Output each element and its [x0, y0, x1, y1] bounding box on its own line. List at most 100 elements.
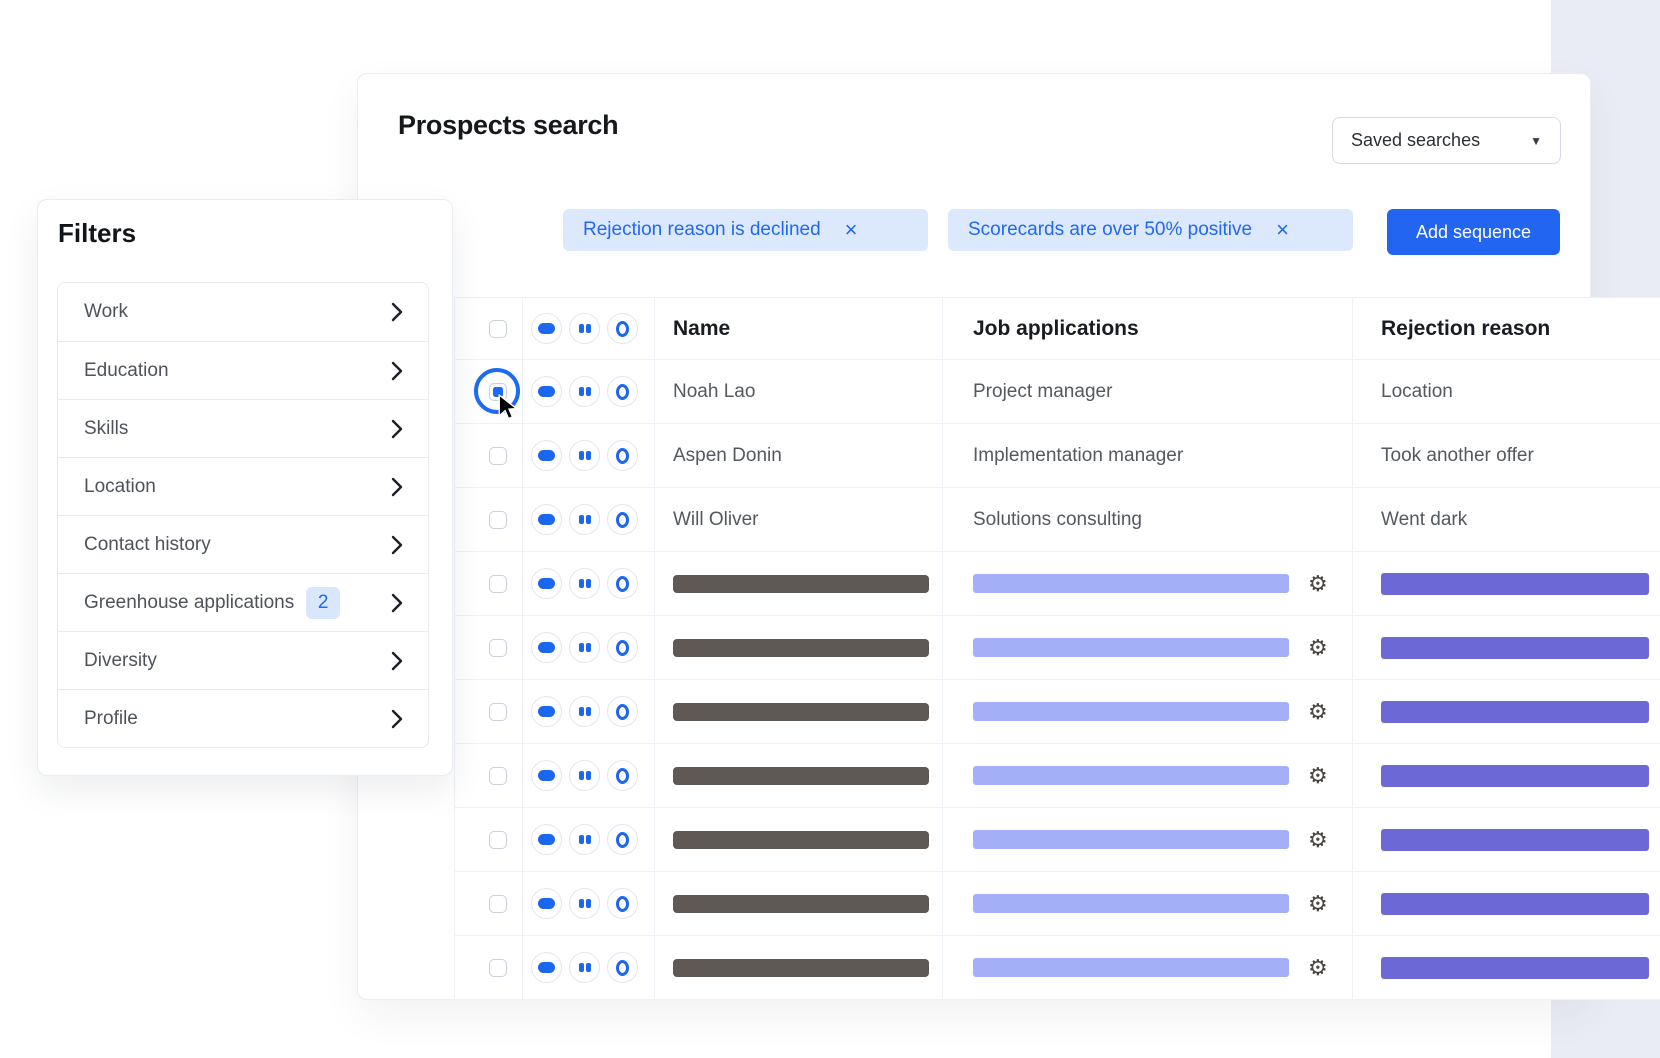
close-icon[interactable]: × — [844, 217, 858, 242]
ring-button[interactable] — [607, 504, 638, 535]
ring-icon — [616, 831, 629, 848]
filter-item-contact-history[interactable]: Contact history — [58, 515, 428, 573]
ring-button[interactable] — [607, 376, 638, 407]
name-placeholder-bar — [673, 702, 929, 721]
gear-icon[interactable]: ⚙ — [1308, 634, 1328, 660]
filter-item-location[interactable]: Location — [58, 457, 428, 515]
pill-button[interactable] — [531, 824, 562, 855]
row-checkbox[interactable] — [489, 638, 507, 657]
gear-icon[interactable]: ⚙ — [1308, 762, 1328, 788]
filter-item-label: Location — [84, 475, 156, 497]
table-row-skeleton[interactable]: ⚙ — [455, 872, 1660, 936]
filter-chip-rejection-reason[interactable]: Rejection reason is declined × — [563, 209, 928, 251]
row-checkbox[interactable] — [489, 446, 507, 465]
row-checkbox[interactable] — [489, 958, 507, 977]
filter-item-greenhouse-applications[interactable]: Greenhouse applications 2 — [58, 573, 428, 631]
filter-item-diversity[interactable]: Diversity — [58, 631, 428, 689]
column-header-job-applications[interactable]: Job applications — [973, 316, 1139, 340]
dots-button[interactable] — [569, 568, 600, 599]
pill-button[interactable] — [531, 632, 562, 663]
filter-item-education[interactable]: Education — [58, 341, 428, 399]
dots-button[interactable] — [569, 824, 600, 855]
pause-dots-icon — [578, 451, 591, 460]
chevron-right-icon — [390, 301, 404, 323]
pill-button[interactable] — [531, 760, 562, 791]
checkbox-cell — [455, 808, 523, 871]
dots-button[interactable] — [569, 440, 600, 471]
dots-button[interactable] — [569, 632, 600, 663]
pill-button[interactable] — [531, 888, 562, 919]
column-header-rejection-reason[interactable]: Rejection reason — [1381, 316, 1551, 340]
pill-button[interactable] — [531, 568, 562, 599]
gear-icon[interactable]: ⚙ — [1308, 890, 1328, 916]
dots-filter-button[interactable] — [569, 313, 600, 344]
gear-icon[interactable]: ⚙ — [1308, 698, 1328, 724]
table-row[interactable]: Noah Lao Project manager Location — [455, 360, 1660, 424]
gear-icon[interactable]: ⚙ — [1308, 570, 1328, 596]
pill-icon — [538, 834, 555, 845]
table-row-skeleton[interactable]: ⚙ — [455, 552, 1660, 616]
job-application: Implementation manager — [973, 444, 1184, 466]
dots-button[interactable] — [569, 504, 600, 535]
gear-icon[interactable]: ⚙ — [1308, 826, 1328, 852]
checkbox-cell — [455, 488, 523, 551]
rejection-placeholder-bar — [1381, 892, 1649, 915]
chevron-right-icon — [390, 708, 404, 730]
name-placeholder-bar — [673, 766, 929, 785]
pill-button[interactable] — [531, 504, 562, 535]
filter-item-work[interactable]: Work — [58, 283, 428, 341]
table-row-skeleton[interactable]: ⚙ — [455, 616, 1660, 680]
ring-button[interactable] — [607, 952, 638, 983]
icons-cell — [523, 488, 655, 551]
pill-button[interactable] — [531, 376, 562, 407]
gear-icon[interactable]: ⚙ — [1308, 954, 1328, 980]
saved-searches-dropdown[interactable]: Saved searches ▼ — [1332, 117, 1561, 164]
ring-button[interactable] — [607, 760, 638, 791]
checkbox-cell — [455, 744, 523, 807]
pill-button[interactable] — [531, 952, 562, 983]
ring-button[interactable] — [607, 568, 638, 599]
pill-button[interactable] — [531, 440, 562, 471]
row-checkbox-checked[interactable] — [489, 382, 507, 401]
table-row-skeleton[interactable]: ⚙ — [455, 680, 1660, 744]
row-checkbox[interactable] — [489, 574, 507, 593]
select-all-checkbox[interactable] — [489, 319, 507, 338]
row-checkbox[interactable] — [489, 894, 507, 913]
dots-button[interactable] — [569, 888, 600, 919]
rejection-placeholder-bar — [1381, 828, 1649, 851]
filter-item-label: Contact history — [84, 533, 211, 555]
pause-dots-icon — [578, 643, 591, 652]
filter-item-skills[interactable]: Skills — [58, 399, 428, 457]
table-row-skeleton[interactable]: ⚙ — [455, 936, 1660, 1000]
filters-panel: Filters Work Education Skills Location C… — [37, 199, 453, 776]
row-checkbox[interactable] — [489, 702, 507, 721]
dots-button[interactable] — [569, 376, 600, 407]
ring-button[interactable] — [607, 696, 638, 727]
filter-item-profile[interactable]: Profile — [58, 689, 428, 747]
job-application: Project manager — [973, 380, 1113, 402]
filter-chip-scorecards[interactable]: Scorecards are over 50% positive × — [948, 209, 1353, 251]
table-row-skeleton[interactable]: ⚙ — [455, 744, 1660, 808]
row-checkbox[interactable] — [489, 830, 507, 849]
icons-cell — [523, 360, 655, 423]
dots-button[interactable] — [569, 696, 600, 727]
table-row[interactable]: Will Oliver Solutions consulting Went da… — [455, 488, 1660, 552]
add-sequence-button[interactable]: Add sequence — [1387, 209, 1560, 255]
icons-cell — [523, 680, 655, 743]
ring-button[interactable] — [607, 824, 638, 855]
row-checkbox[interactable] — [489, 510, 507, 529]
ring-button[interactable] — [607, 440, 638, 471]
prospect-name: Will Oliver — [673, 508, 759, 530]
table-row-skeleton[interactable]: ⚙ — [455, 808, 1660, 872]
pill-filter-button[interactable] — [531, 313, 562, 344]
table-row[interactable]: Aspen Donin Implementation manager Took … — [455, 424, 1660, 488]
pill-button[interactable] — [531, 696, 562, 727]
row-checkbox[interactable] — [489, 766, 507, 785]
ring-button[interactable] — [607, 888, 638, 919]
ring-filter-button[interactable] — [607, 313, 638, 344]
close-icon[interactable]: × — [1276, 217, 1289, 242]
dots-button[interactable] — [569, 760, 600, 791]
column-header-name[interactable]: Name — [673, 316, 731, 340]
ring-button[interactable] — [607, 632, 638, 663]
dots-button[interactable] — [569, 952, 600, 983]
